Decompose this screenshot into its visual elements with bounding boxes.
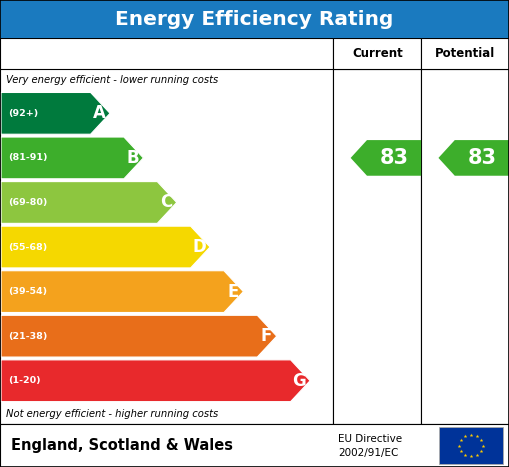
Polygon shape: [1, 226, 210, 268]
Polygon shape: [438, 140, 509, 176]
Bar: [333, 38, 421, 69]
Bar: [0, 0, 509, 38]
Bar: [333, 69, 421, 424]
Text: Potential: Potential: [435, 47, 495, 60]
Bar: [0, 424, 509, 467]
Text: Very energy efficient - lower running costs: Very energy efficient - lower running co…: [6, 75, 218, 85]
Polygon shape: [351, 140, 421, 176]
Text: D: D: [192, 238, 206, 256]
Bar: [421, 69, 509, 424]
Text: Energy Efficiency Rating: Energy Efficiency Rating: [116, 10, 393, 28]
Text: (69-80): (69-80): [8, 198, 47, 207]
Text: F: F: [260, 327, 272, 345]
Text: 83: 83: [467, 148, 496, 168]
Polygon shape: [1, 315, 277, 357]
Bar: [0, 38, 333, 69]
Text: G: G: [293, 372, 306, 390]
Text: (1-20): (1-20): [8, 376, 41, 385]
Text: (81-91): (81-91): [8, 154, 48, 163]
Text: (21-38): (21-38): [8, 332, 47, 340]
Text: 2002/91/EC: 2002/91/EC: [338, 448, 399, 458]
Polygon shape: [1, 92, 110, 134]
Text: Current: Current: [352, 47, 403, 60]
Text: Not energy efficient - higher running costs: Not energy efficient - higher running co…: [6, 409, 218, 418]
Bar: [421, 38, 509, 69]
Text: C: C: [160, 193, 172, 212]
Text: (55-68): (55-68): [8, 242, 47, 252]
Bar: [0, 38, 333, 424]
Text: B: B: [126, 149, 139, 167]
Text: A: A: [93, 104, 106, 122]
Text: (92+): (92+): [8, 109, 38, 118]
Text: 83: 83: [380, 148, 409, 168]
Text: England, Scotland & Wales: England, Scotland & Wales: [11, 438, 233, 453]
Bar: [439, 427, 503, 464]
Text: (39-54): (39-54): [8, 287, 47, 296]
Polygon shape: [1, 360, 310, 402]
Polygon shape: [1, 182, 177, 223]
Text: E: E: [227, 283, 238, 301]
Polygon shape: [1, 271, 243, 312]
Polygon shape: [1, 137, 144, 179]
Text: EU Directive: EU Directive: [338, 434, 403, 444]
